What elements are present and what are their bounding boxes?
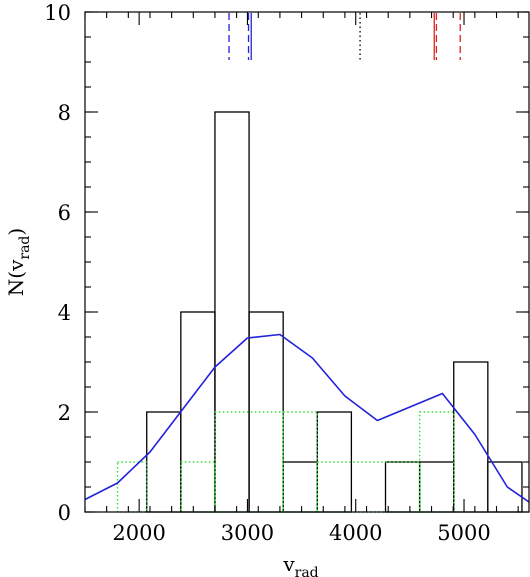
y-tick-label: 8 [58, 101, 71, 125]
x-tick-label: 4000 [329, 521, 382, 545]
smoothed-density-curve [84, 333, 530, 503]
y-tick-label: 2 [58, 401, 71, 425]
x-tick-label: 3000 [221, 521, 274, 545]
y-axis-title: N(vrad) [4, 228, 33, 296]
y-tick-label: 4 [58, 301, 71, 325]
histogram-bin-1-6 [418, 411, 455, 513]
histogram-bin-0-8 [418, 461, 455, 513]
data-layer [84, 13, 530, 513]
x-axis-title-main: v [282, 552, 295, 576]
y-tick-label: 6 [58, 201, 71, 225]
histogram-bin-0-2 [214, 111, 250, 513]
plot-frame [84, 11, 530, 513]
x-tick-label: 5000 [437, 521, 490, 545]
histogram-bin-0-9 [453, 361, 489, 513]
histogram-bin-1-2 [180, 461, 216, 513]
histogram-bin-0-1 [180, 311, 216, 513]
main-histogram [146, 111, 523, 513]
y-tick-label: 0 [58, 501, 71, 525]
histogram-bin-0-0 [146, 411, 182, 513]
label-layer: 2000 3000 4000 5000 0 2 4 6 8 10 [44, 1, 490, 545]
histogram-bin-0-3 [248, 311, 284, 513]
tick-layer [84, 11, 529, 513]
histogram-bin-0-7 [384, 461, 421, 513]
y-axis-title-main: N(v [4, 259, 28, 296]
histogram-bin-1-5 [316, 461, 421, 513]
y-tick-label: 10 [44, 1, 71, 25]
y-axis-title-close: ) [4, 228, 28, 236]
y-axis-title-sub: rad [17, 236, 33, 260]
x-axis-title-sub: rad [295, 565, 319, 577]
histogram-bin-0-4 [282, 461, 318, 513]
x-tick-label: 2000 [112, 521, 165, 545]
histogram-bin-1-0 [116, 461, 148, 513]
x-axis-title: vrad [282, 552, 318, 577]
histogram-bin-0-10 [487, 461, 523, 513]
